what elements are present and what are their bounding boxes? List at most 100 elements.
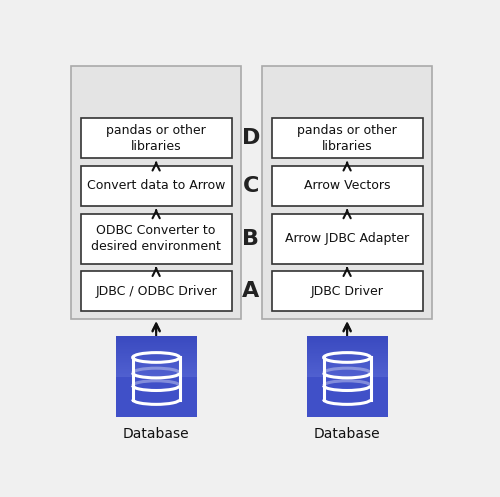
Text: JDBC Driver: JDBC Driver xyxy=(310,285,384,298)
Bar xyxy=(116,357,196,358)
Bar xyxy=(116,365,196,366)
Bar xyxy=(306,345,388,346)
Text: B: B xyxy=(242,229,260,248)
Bar xyxy=(306,365,388,366)
Bar xyxy=(272,166,422,206)
Bar xyxy=(306,372,388,373)
Bar xyxy=(116,375,196,376)
Bar xyxy=(116,369,196,370)
Bar xyxy=(116,366,196,367)
Bar xyxy=(306,362,388,363)
Bar xyxy=(116,371,196,372)
Bar xyxy=(116,362,196,363)
Bar xyxy=(116,374,196,375)
Bar xyxy=(306,377,388,417)
Bar xyxy=(116,352,196,353)
Bar xyxy=(116,368,196,369)
Text: JDBC / ODBC Driver: JDBC / ODBC Driver xyxy=(96,285,217,298)
Bar xyxy=(116,343,196,344)
Bar xyxy=(116,355,196,356)
Bar xyxy=(306,340,388,341)
Bar xyxy=(116,373,196,374)
Bar xyxy=(306,371,388,372)
Bar xyxy=(306,374,388,375)
Bar xyxy=(116,350,196,351)
Bar xyxy=(116,363,196,364)
Bar xyxy=(116,361,196,362)
Bar xyxy=(306,339,388,340)
Bar xyxy=(116,356,196,357)
Bar xyxy=(116,344,196,345)
Bar xyxy=(116,340,196,341)
Bar xyxy=(306,355,388,356)
Bar xyxy=(116,367,196,368)
Bar xyxy=(306,354,388,355)
Bar xyxy=(306,364,388,365)
Bar xyxy=(306,359,388,360)
Bar xyxy=(116,377,196,417)
Bar xyxy=(116,351,196,352)
Bar xyxy=(116,360,196,361)
Bar xyxy=(306,336,388,417)
Bar xyxy=(306,342,388,343)
Bar xyxy=(306,343,388,344)
Bar xyxy=(116,359,196,360)
Bar xyxy=(306,352,388,353)
Bar xyxy=(116,370,196,371)
Bar xyxy=(306,370,388,371)
Bar xyxy=(306,341,388,342)
Bar xyxy=(306,369,388,370)
Bar xyxy=(272,214,422,264)
Text: ODBC Converter to
desired environment: ODBC Converter to desired environment xyxy=(91,224,221,253)
Text: C: C xyxy=(242,176,259,196)
Bar xyxy=(80,271,232,312)
Bar xyxy=(306,356,388,357)
Bar xyxy=(306,358,388,359)
Bar xyxy=(306,360,388,361)
Bar xyxy=(116,348,196,349)
Bar xyxy=(116,339,196,340)
Bar xyxy=(116,353,196,354)
Bar xyxy=(116,346,196,347)
Bar xyxy=(306,337,388,338)
Bar xyxy=(306,367,388,368)
Bar xyxy=(306,375,388,376)
Bar xyxy=(80,166,232,206)
Bar xyxy=(306,350,388,351)
Bar xyxy=(116,337,196,338)
Bar xyxy=(306,336,388,337)
Bar xyxy=(116,341,196,342)
Bar xyxy=(306,344,388,345)
Bar xyxy=(306,376,388,377)
Bar xyxy=(306,368,388,369)
Text: Arrow JDBC Adapter: Arrow JDBC Adapter xyxy=(285,232,409,245)
Text: Database: Database xyxy=(123,426,190,440)
Bar xyxy=(116,354,196,355)
Text: Arrow Vectors: Arrow Vectors xyxy=(304,179,390,192)
Bar xyxy=(116,336,196,337)
Bar xyxy=(72,66,241,319)
Bar xyxy=(306,363,388,364)
Text: Convert data to Arrow: Convert data to Arrow xyxy=(87,179,226,192)
Bar xyxy=(306,351,388,352)
Bar xyxy=(80,214,232,264)
Bar xyxy=(116,342,196,343)
Bar xyxy=(116,345,196,346)
Bar xyxy=(306,366,388,367)
Bar xyxy=(306,357,388,358)
Text: pandas or other
libraries: pandas or other libraries xyxy=(297,124,397,153)
Text: D: D xyxy=(242,128,260,148)
Bar xyxy=(306,348,388,349)
Bar xyxy=(306,353,388,354)
Bar xyxy=(116,349,196,350)
Text: A: A xyxy=(242,281,260,301)
Bar xyxy=(116,336,196,417)
Bar xyxy=(306,347,388,348)
Bar xyxy=(306,346,388,347)
Bar xyxy=(306,361,388,362)
Bar xyxy=(116,347,196,348)
Bar xyxy=(306,373,388,374)
Bar xyxy=(306,338,388,339)
Bar xyxy=(306,349,388,350)
Bar xyxy=(262,66,432,319)
